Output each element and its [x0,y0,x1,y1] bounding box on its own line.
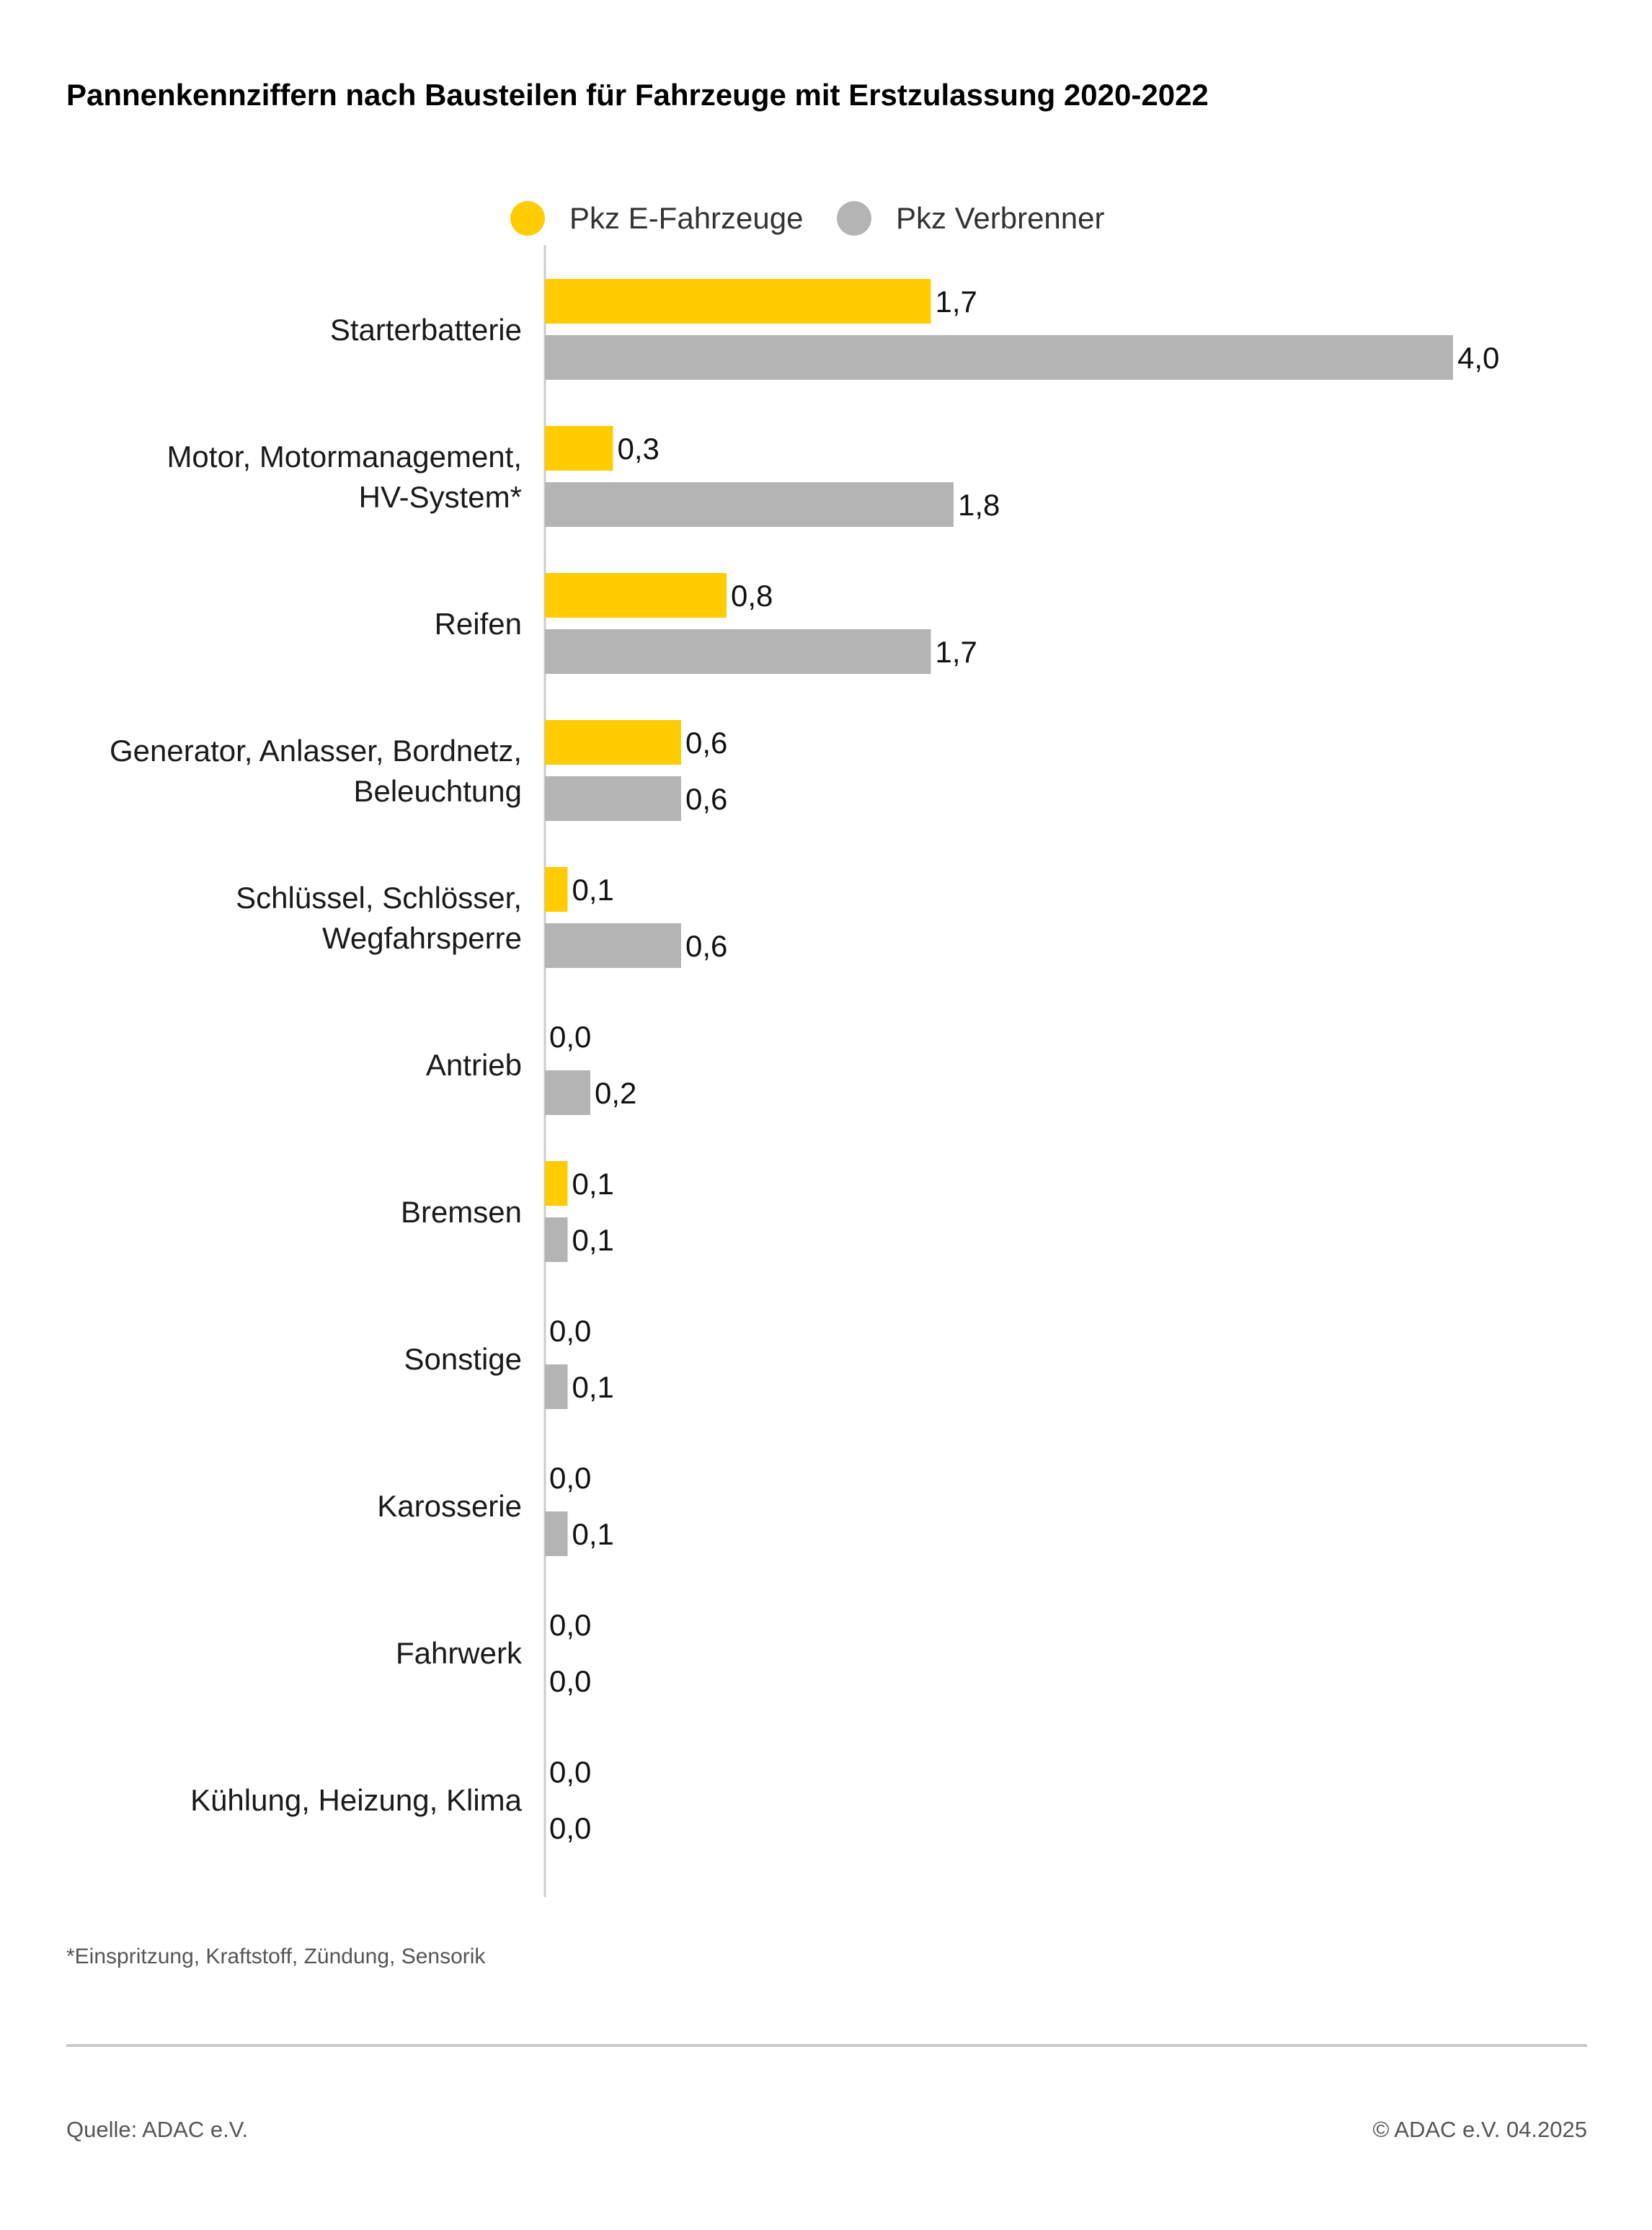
category-label: Starterbatterie [330,313,522,347]
data-label: 0,6 [685,929,727,963]
data-label: 1,7 [936,635,977,669]
bar [545,629,931,674]
source-note: Quelle: ADAC e.V. [66,2117,249,2142]
bar [545,335,1453,380]
category-label: Beleuchtung [353,774,522,808]
data-label: 0,0 [549,1664,591,1698]
data-label: 0,2 [595,1076,636,1110]
bar [545,720,681,765]
bar-chart: Pkz E-Fahrzeuge Pkz Verbrenner 1,7 4,0 Start… [110,201,1499,1897]
divider [66,2044,1587,2047]
data-label: 0,0 [549,1020,591,1054]
bar [545,1511,568,1556]
bar [545,776,681,821]
legend-label: Pkz Verbrenner [896,201,1105,235]
footnote: *Einspritzung, Kraftstoff, Zündung, Sens… [66,1945,486,1968]
category-label: Reifen [435,607,522,641]
data-label: 0,1 [572,873,614,907]
data-label: 0,6 [685,726,727,760]
bar [545,867,568,912]
data-label: 0,1 [572,1370,614,1404]
data-label: 0,6 [685,782,727,816]
bar [545,1217,568,1262]
category-label: HV-System* [359,480,522,514]
data-label: 1,7 [936,285,977,319]
category-label: Sonstige [404,1342,522,1376]
category-label: Generator, Anlasser, Bordnetz, [110,734,522,768]
chart-title: Pannenkennziffern nach Bausteilen für Fa… [66,78,1209,112]
data-label: 0,0 [549,1461,591,1495]
bar [545,426,613,471]
data-label: 1,8 [958,488,1000,522]
category-label: Antrieb [426,1048,522,1082]
data-label: 0,1 [572,1167,614,1201]
category-label: Fahrwerk [396,1636,523,1670]
bar [545,923,681,968]
legend-marker [510,201,545,236]
legend-label: Pkz E-Fahrzeuge [569,201,803,235]
bar [545,573,727,618]
data-label: 0,1 [572,1517,614,1551]
category-label: Wegfahrsperre [322,921,522,955]
bar [545,1070,590,1115]
category-label: Karosserie [377,1489,522,1523]
data-label: 0,1 [572,1223,614,1257]
bar [545,1161,568,1206]
category-label: Kühlung, Heizung, Klima [190,1783,523,1817]
category-label: Bremsen [401,1195,522,1229]
bar [545,482,954,527]
legend-marker [837,201,871,236]
data-label: 0,0 [549,1811,591,1845]
category-label: Motor, Motormanagement, [166,440,522,474]
data-label: 0,0 [549,1314,591,1348]
data-label: 0,8 [731,579,773,613]
bar [545,1364,568,1409]
data-label: 0,0 [549,1755,591,1789]
bar [545,279,931,324]
category-label: Schlüssel, Schlösser, [236,881,522,915]
copyright-note: © ADAC e.V. 04.2025 [1372,2117,1587,2142]
data-label: 0,0 [549,1608,591,1642]
data-label: 4,0 [1457,341,1499,375]
data-label: 0,3 [618,432,660,466]
